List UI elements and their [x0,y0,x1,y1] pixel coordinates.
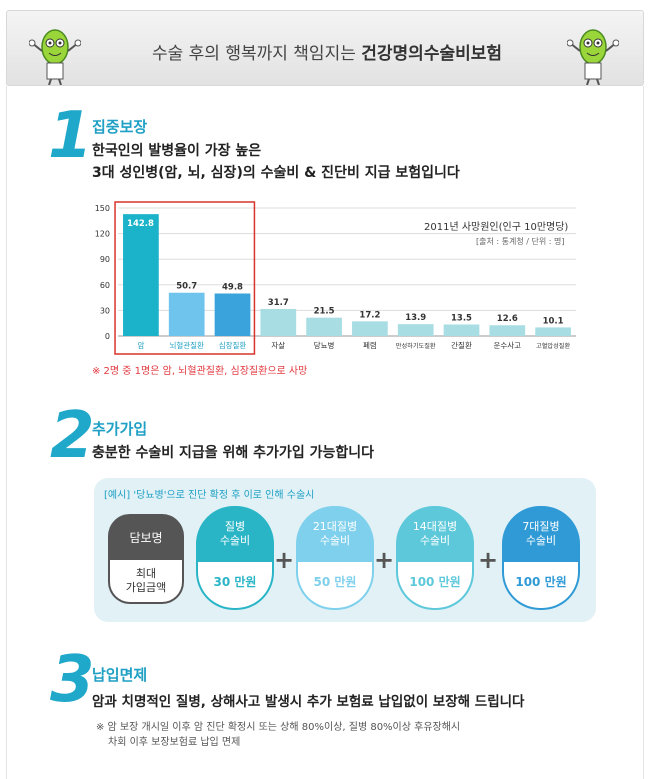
section2-title: 추가가입 [92,420,148,438]
section3-title: 납입면제 [92,666,148,684]
bar [260,308,297,336]
section3-note-line1: ※ 암 보장 개시일 이후 암 진단 확정시 또는 상해 80%이상, 질병 8… [96,722,461,733]
coverage-card-line1: 14대질병 [412,520,458,533]
bar [352,321,388,336]
coverage-name-label: 담보명 [108,514,184,560]
bar-value-label: 31.7 [268,298,289,308]
section1-title: 집중보장 [92,118,148,136]
highlight-box [114,201,256,355]
section1-line2: 3대 성인병(암, 뇌, 심장)의 수술비 & 진단비 지급 보험입니다 [92,165,460,181]
header-title-plain: 수술 후의 행복까지 책임지는 [151,44,356,64]
bar [306,317,342,336]
coverage-card-header: 21대질병 수술비 [296,506,374,562]
coverage-card: 21대질병 수술비 50 만원 [296,506,374,610]
bar [168,292,205,336]
x-tick-label: 심장질환 [219,340,247,350]
header-title: 수술 후의 행복까지 책임지는 건강명의수술비보험 [127,39,527,64]
section3-number: 3 [50,643,95,717]
bar [123,214,159,336]
max-amount-line1: 최대 [135,567,157,580]
max-amount-label: 최대 가입금액 [108,560,184,604]
x-tick-label: 간질환 [451,340,472,350]
content-frame [6,86,644,779]
header-banner: 수술 후의 행복까지 책임지는 건강명의수술비보험 [6,10,644,86]
chart-note: 2011년 사망원인(인구 10만명당) [424,222,569,233]
chart-footnote: ※ 2명 중 1명은 암, 뇌혈관질환, 심장질환으로 사망 [92,366,308,377]
y-tick-label: 60 [100,281,110,290]
coverage-card-header: 7대질병 수술비 [502,506,580,562]
example-label: [예시] '당뇨병'으로 진단 확정 후 이로 인해 수술시 [104,490,315,501]
coverage-card-amount: 30 만원 [196,562,274,610]
bar [397,324,434,336]
chart-svg: 0 30 60 90 120 150 142.8 암 50.7 뇌혈관질환 49.8 심장질환 31.7… [95,201,576,355]
bar-value-label: 13.9 [405,313,426,323]
bar-value-label: 49.8 [222,283,243,293]
x-tick-label: 고혈압성질환 [536,342,570,350]
bar [214,293,251,336]
x-tick-label: 자살 [271,341,285,350]
coverage-card-line1: 질병 [224,520,246,533]
coverage-card-amount: 100 만원 [396,562,474,610]
x-tick-label: 만성하기도질환 [396,342,436,350]
x-tick-label: 뇌혈관질환 [169,340,204,350]
bar-value-label: 142.8 [127,219,154,229]
bar-value-label: 50.7 [176,282,197,292]
bar-value-label: 13.5 [451,313,472,323]
coverage-card-header: 질병 수술비 [196,506,274,562]
y-tick-label: 150 [95,204,110,213]
coverage-card-line1: 7대질병 [522,520,560,533]
x-tick-label: 폐렴 [363,340,377,350]
bar-value-label: 10.1 [543,316,564,326]
y-tick-label: 90 [100,255,110,264]
header-title-bold: 건강명의수술비보험 [361,44,503,64]
y-tick-label: 120 [95,230,110,239]
x-tick-label: 당뇨병 [314,340,335,350]
coverage-card-line2: 수술비 [219,534,251,547]
max-amount-line2: 가입금액 [125,581,167,594]
section3-note: ※ 암 보장 개시일 이후 암 진단 확정시 또는 상해 80%이상, 질병 8… [96,720,460,750]
plus-icon: + [478,546,499,574]
coverage-card: 7대질병 수술비 100 만원 [502,506,580,610]
coverage-card-line2: 수술비 [525,534,557,547]
section1-number: 1 [48,99,93,173]
section2-subtitle: 충분한 수술비 지급을 위해 추가가입 가능합니다 [92,445,374,461]
coverage-card: 질병 수술비 30 만원 [196,506,274,610]
y-tick-label: 30 [100,306,110,315]
bar-value-label: 12.6 [497,314,518,324]
coverage-card-line2: 수술비 [319,534,351,547]
section3-subtitle: 암과 치명적인 질병, 상해사고 발생시 추가 보험료 납입없이 보장해 드립니… [92,694,525,710]
death-cause-chart: 0 30 60 90 120 150 142.8 암 50.7 뇌혈관질환 49.8 심장질환 31.7… [86,200,586,360]
bar [535,327,571,336]
bar-value-label: 21.5 [314,307,335,317]
bar [443,324,480,336]
section2-number: 2 [50,399,95,473]
plus-icon: + [374,546,395,574]
mascot-icon [567,29,619,85]
bar-value-label: 17.2 [359,310,380,320]
section1-line1: 한국인의 발병율이 가장 높은 [92,143,262,159]
coverage-card-amount: 100 만원 [502,562,580,610]
x-tick-label: 운수사고 [493,341,521,350]
x-tick-label: 암 [137,340,144,350]
coverage-card-line1: 21대질병 [312,520,358,533]
chart-source: [출처 : 통계청 / 단위 : 명] [476,237,565,246]
coverage-card-header: 14대질병 수술비 [396,506,474,562]
mascot-icon [29,29,81,85]
coverage-card-line2: 수술비 [419,534,451,547]
plus-icon: + [274,546,295,574]
coverage-card: 14대질병 수술비 100 만원 [396,506,474,610]
y-tick-label: 0 [105,332,110,341]
coverage-card-amount: 50 만원 [296,562,374,610]
bar [489,325,526,336]
section3-note-line2: 차회 이후 보장보험료 납입 면제 [108,737,241,748]
